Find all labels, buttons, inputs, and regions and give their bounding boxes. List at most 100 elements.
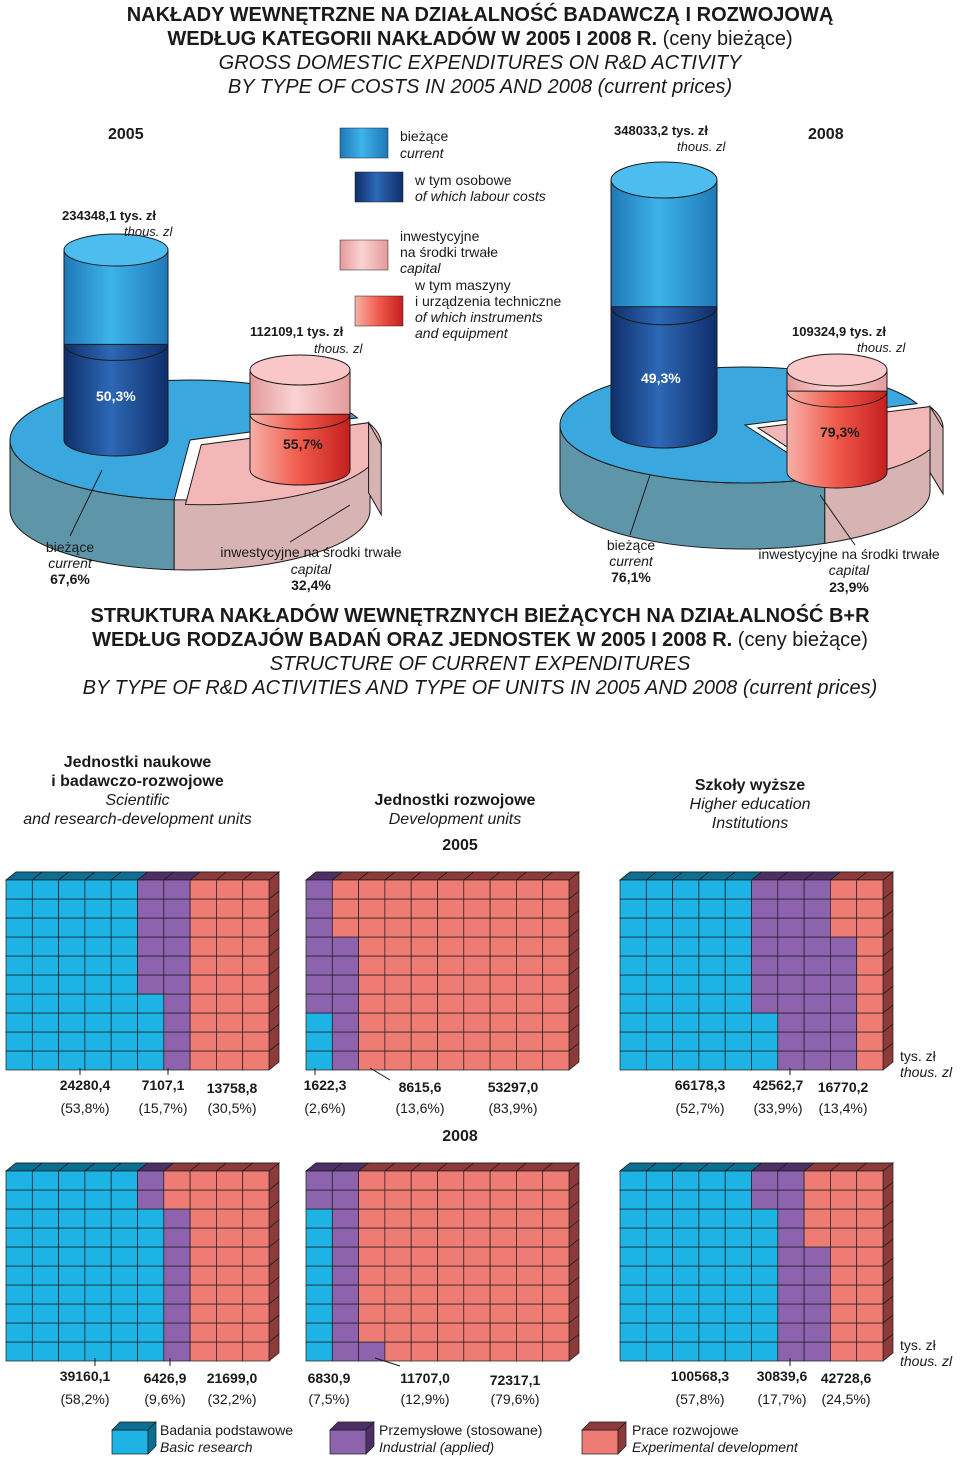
waffle-cell bbox=[31, 879, 59, 900]
waffle-cell bbox=[189, 1227, 217, 1248]
waffle-cell bbox=[110, 1208, 138, 1229]
waffle-cell bbox=[84, 974, 112, 995]
waffle-cell bbox=[463, 1341, 491, 1362]
value-2008-current: 348033,2 tys. zł bbox=[614, 123, 708, 138]
p2-development-share: (13,4%) bbox=[818, 1100, 868, 1116]
waffle-cell bbox=[137, 1341, 165, 1362]
waffle-cell bbox=[619, 1303, 647, 1324]
waffle-cell bbox=[437, 1227, 465, 1248]
waffle-cell bbox=[242, 955, 270, 976]
waffle-cell bbox=[489, 1284, 517, 1305]
waffle-cell bbox=[516, 898, 544, 919]
waffle-cell bbox=[777, 879, 805, 900]
waffle-cell bbox=[672, 936, 700, 957]
waffle-cell bbox=[724, 955, 752, 976]
unit-1-title-pl1: Jednostki naukowe bbox=[63, 754, 212, 771]
waffle-cell bbox=[242, 1227, 270, 1248]
waffle-cell bbox=[216, 1170, 244, 1191]
waffle-cell bbox=[163, 1031, 191, 1052]
waffle-cell bbox=[724, 1189, 752, 1210]
waffle-cell bbox=[803, 917, 831, 938]
waffle-cell bbox=[777, 1170, 805, 1191]
waffle-cell bbox=[242, 1284, 270, 1305]
waffle-cell bbox=[463, 955, 491, 976]
waffle-cell bbox=[542, 993, 570, 1014]
waffle-cell bbox=[489, 1246, 517, 1267]
waffle-cell bbox=[305, 1284, 333, 1305]
waffle-cell bbox=[216, 1031, 244, 1052]
waffle-cell bbox=[672, 993, 700, 1014]
waffle-cell bbox=[777, 1031, 805, 1052]
waffle-cell bbox=[724, 1265, 752, 1286]
waffle-cell bbox=[189, 1208, 217, 1229]
waffle-cell bbox=[437, 1265, 465, 1286]
unit-label-pl-2005: tys. zł bbox=[900, 1048, 936, 1064]
waffle-cell bbox=[110, 1341, 138, 1362]
waffle-cell bbox=[58, 936, 86, 957]
waffle-cell bbox=[137, 898, 165, 919]
waffle-cell bbox=[5, 936, 33, 957]
waffle-cell bbox=[163, 1170, 191, 1191]
waffle-cell bbox=[672, 1341, 700, 1362]
waffle-cell bbox=[110, 993, 138, 1014]
waffle-cell bbox=[698, 1265, 726, 1286]
waffle-cell bbox=[110, 974, 138, 995]
waffle-cell bbox=[619, 993, 647, 1014]
waffle-cell bbox=[216, 955, 244, 976]
waffle-cell bbox=[777, 1012, 805, 1033]
waffle-cell bbox=[751, 879, 779, 900]
legend-capital-en: capital bbox=[400, 260, 441, 276]
waffle-cell bbox=[331, 1303, 359, 1324]
waffle-cell bbox=[384, 879, 412, 900]
waffle-cell bbox=[751, 955, 779, 976]
waffle-cell bbox=[463, 1265, 491, 1286]
waffle-cell bbox=[856, 974, 884, 995]
waffle-cell bbox=[830, 1322, 858, 1343]
waffle-cell bbox=[331, 993, 359, 1014]
waffle-cell bbox=[698, 993, 726, 1014]
waffle-cell bbox=[5, 917, 33, 938]
waffle-cell bbox=[242, 1031, 270, 1052]
waffle-cell bbox=[672, 1031, 700, 1052]
waffle-cell bbox=[110, 1322, 138, 1343]
legend-machinery-pl2: i urządzenia techniczne bbox=[415, 293, 562, 309]
waffle-cell bbox=[358, 974, 386, 995]
waffle-cell bbox=[5, 1303, 33, 1324]
waffle-cell bbox=[384, 1284, 412, 1305]
p1-basic-share: (2,6%) bbox=[304, 1100, 346, 1116]
waffle-cell bbox=[163, 993, 191, 1014]
waffle-cell bbox=[856, 1208, 884, 1229]
value-2005-capital: 112109,1 tys. zł bbox=[250, 324, 344, 339]
waffle-cell bbox=[305, 1050, 333, 1071]
waffle-cell bbox=[751, 1284, 779, 1305]
cost-type-cylinders bbox=[63, 161, 888, 489]
waffle-cell bbox=[437, 1284, 465, 1305]
waffle-cell bbox=[410, 1031, 438, 1052]
waffle-cell bbox=[856, 917, 884, 938]
share-2005-labour: 50,3% bbox=[96, 388, 136, 404]
waffle-cell bbox=[242, 1012, 270, 1033]
pie-1-capital-edge bbox=[929, 404, 944, 496]
waffle-cell bbox=[751, 1012, 779, 1033]
waffle-cell bbox=[189, 898, 217, 919]
waffle-cell bbox=[645, 1227, 673, 1248]
waffle-cell bbox=[489, 1050, 517, 1071]
waffle-cell bbox=[698, 1208, 726, 1229]
waffle-cell bbox=[331, 1227, 359, 1248]
waffle-cell bbox=[672, 1284, 700, 1305]
waffle-callout-2 bbox=[369, 1067, 391, 1081]
waffle-cell bbox=[672, 879, 700, 900]
cyl-2005-capital-split bbox=[249, 414, 351, 430]
waffle-cell bbox=[463, 1031, 491, 1052]
waffle-cell bbox=[698, 1012, 726, 1033]
waffle-cell bbox=[542, 1050, 570, 1071]
waffle-cell bbox=[724, 1284, 752, 1305]
cyl-2005-capital-lower-body bbox=[249, 413, 351, 486]
pie-2008-capital-pct: 23,9% bbox=[829, 579, 869, 595]
waffle-cell bbox=[110, 1227, 138, 1248]
waffle-cell bbox=[463, 936, 491, 957]
waffle-cell bbox=[542, 1303, 570, 1324]
legend-swatch-1 bbox=[329, 1429, 367, 1455]
waffle-cell bbox=[305, 1189, 333, 1210]
waffle-cell bbox=[5, 1322, 33, 1343]
